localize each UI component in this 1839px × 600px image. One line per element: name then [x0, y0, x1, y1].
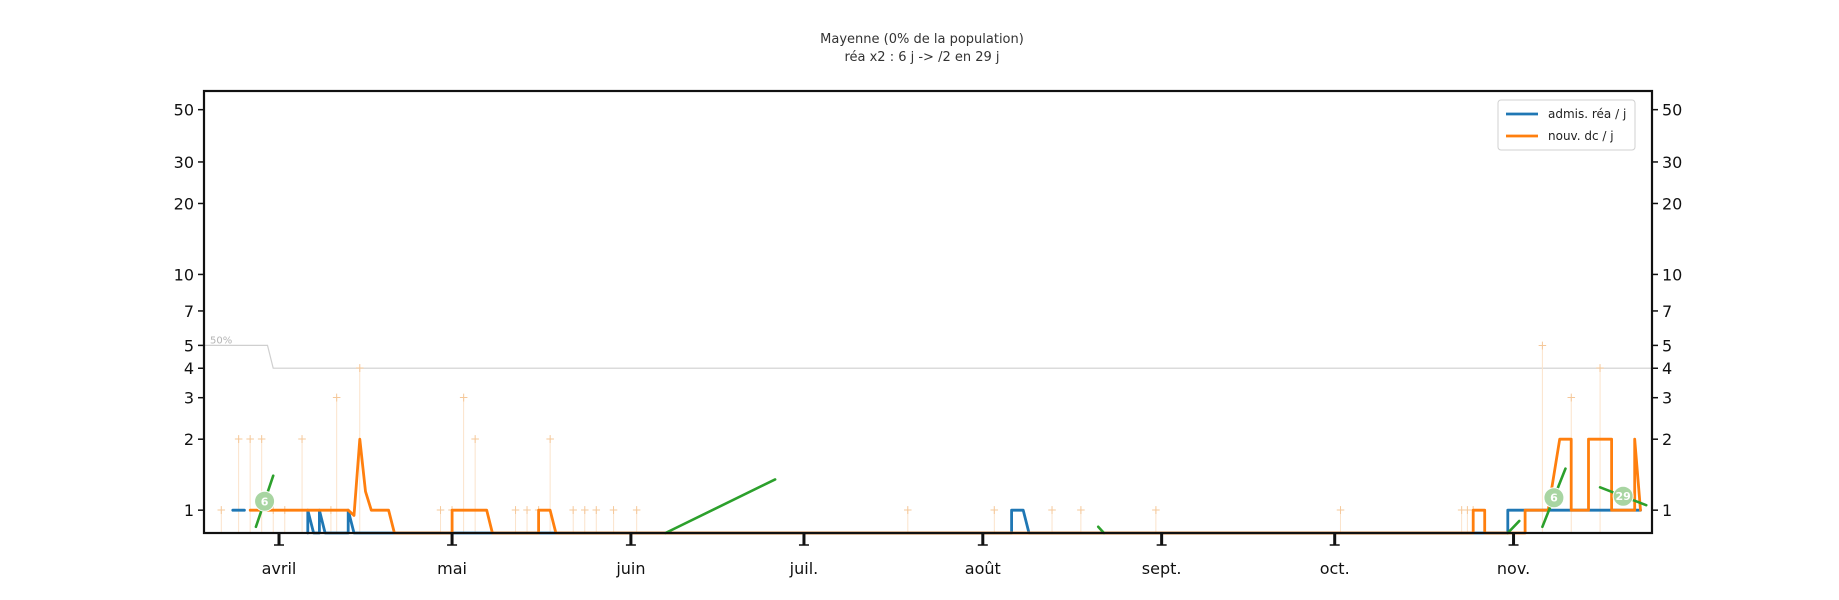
death-marker: +: [355, 361, 365, 375]
y-tick-label-left: 5: [184, 336, 194, 355]
plot-frame: [202, 89, 1654, 535]
death-marker: +: [459, 391, 469, 405]
death-marker: +: [1335, 503, 1345, 517]
legend-box: [1497, 99, 1636, 151]
trend-bubble: [1543, 487, 1565, 509]
series-layer: [231, 437, 1642, 535]
legend: admis. réa / j nouv. dc / j: [1497, 99, 1636, 151]
death-marker: +: [257, 432, 267, 446]
chart-title: Mayenne (0% de la population): [820, 32, 1024, 47]
y-tick-label-right: 1: [1662, 501, 1672, 520]
death-marker: +: [568, 503, 578, 517]
death-marker: +: [609, 503, 619, 517]
death-marker: +: [580, 503, 590, 517]
trend-line: [1506, 519, 1521, 535]
y-tick-label-right: 30: [1662, 153, 1682, 172]
y-tick-label-left: 20: [174, 194, 194, 213]
x-tick-label: juil.: [789, 559, 819, 578]
trend-bubble-label: 6: [261, 495, 269, 508]
death-marker: +: [545, 432, 555, 446]
y-tick-label-right: 7: [1662, 302, 1672, 321]
trend-bubble: [1612, 485, 1634, 507]
y-tick-label-right: 3: [1662, 389, 1672, 408]
y-tick-label-left: 50: [174, 101, 194, 120]
y-tick-label-right: 4: [1662, 359, 1672, 378]
x-tick-label: avril: [262, 559, 297, 578]
trend-bubble-label: 29: [1615, 490, 1630, 503]
x-tick-label: août: [965, 559, 1001, 578]
y-tick-label-left: 2: [184, 430, 194, 449]
x-tick-label: oct.: [1320, 559, 1350, 578]
series-line: [248, 437, 1642, 535]
y-tick-label-left: 10: [174, 265, 194, 284]
death-marker: +: [332, 391, 342, 405]
legend-label: nouv. dc / j: [1548, 129, 1614, 143]
death-marker: +: [245, 432, 255, 446]
death-marker: +: [435, 503, 445, 517]
x-tick-label: sept.: [1142, 559, 1182, 578]
death-marker: +: [216, 503, 226, 517]
y-tick-label-right: 20: [1662, 194, 1682, 213]
y-tick-label-left: 7: [184, 302, 194, 321]
y-tick-label-right: 10: [1662, 265, 1682, 284]
death-marker: +: [297, 432, 307, 446]
threshold-layer: 50%: [204, 335, 1652, 369]
death-marker: +: [470, 432, 480, 446]
y-tick-label-right: 2: [1662, 430, 1672, 449]
death-marker: +: [1076, 503, 1086, 517]
threshold-line: [204, 344, 1652, 369]
x-tick-label: mai: [437, 559, 467, 578]
trend-line: [664, 478, 777, 535]
y-tick-label-left: 1: [184, 501, 194, 520]
y-tick-label-right: 5: [1662, 336, 1672, 355]
y-tick-label-left: 3: [184, 389, 194, 408]
series-line: [306, 508, 1642, 535]
death-marker: +: [989, 503, 999, 517]
trend-bubble-label: 6: [1550, 492, 1558, 505]
y-tick-label-left: 4: [184, 359, 194, 378]
legend-label: admis. réa / j: [1548, 107, 1626, 121]
death-marker: +: [903, 503, 913, 517]
death-marker: +: [1537, 338, 1547, 352]
death-marker: +: [1566, 391, 1576, 405]
death-marker: +: [1457, 503, 1467, 517]
y-tick-label-left: 30: [174, 153, 194, 172]
deaths-markers-layer: ++ + ++ ++++++ ++++ + +++ + + + + + + + + + + ++++++: [216, 338, 1605, 533]
y-tick-label-right: 50: [1662, 101, 1682, 120]
death-marker: +: [1462, 503, 1472, 517]
death-marker: +: [1595, 361, 1605, 375]
trend-bubble: [254, 490, 276, 512]
chart-subtitle: réa x2 : 6 j -> /2 en 29 j: [844, 50, 999, 65]
death-marker: +: [234, 432, 244, 446]
axes-layer: 1 1 2 2 3 3 4 4 5 5 7 7 10 10 20 20 30 30 50 50 avril mai juin…: [174, 89, 1682, 578]
death-marker: +: [1151, 503, 1161, 517]
death-marker: +: [510, 503, 520, 517]
threshold-label: 50%: [210, 335, 232, 346]
x-tick-label: juin: [615, 559, 645, 578]
x-tick-label: nov.: [1497, 559, 1530, 578]
death-marker: +: [1047, 503, 1057, 517]
death-marker: +: [522, 503, 532, 517]
death-marker: +: [591, 503, 601, 517]
death-marker: +: [632, 503, 642, 517]
